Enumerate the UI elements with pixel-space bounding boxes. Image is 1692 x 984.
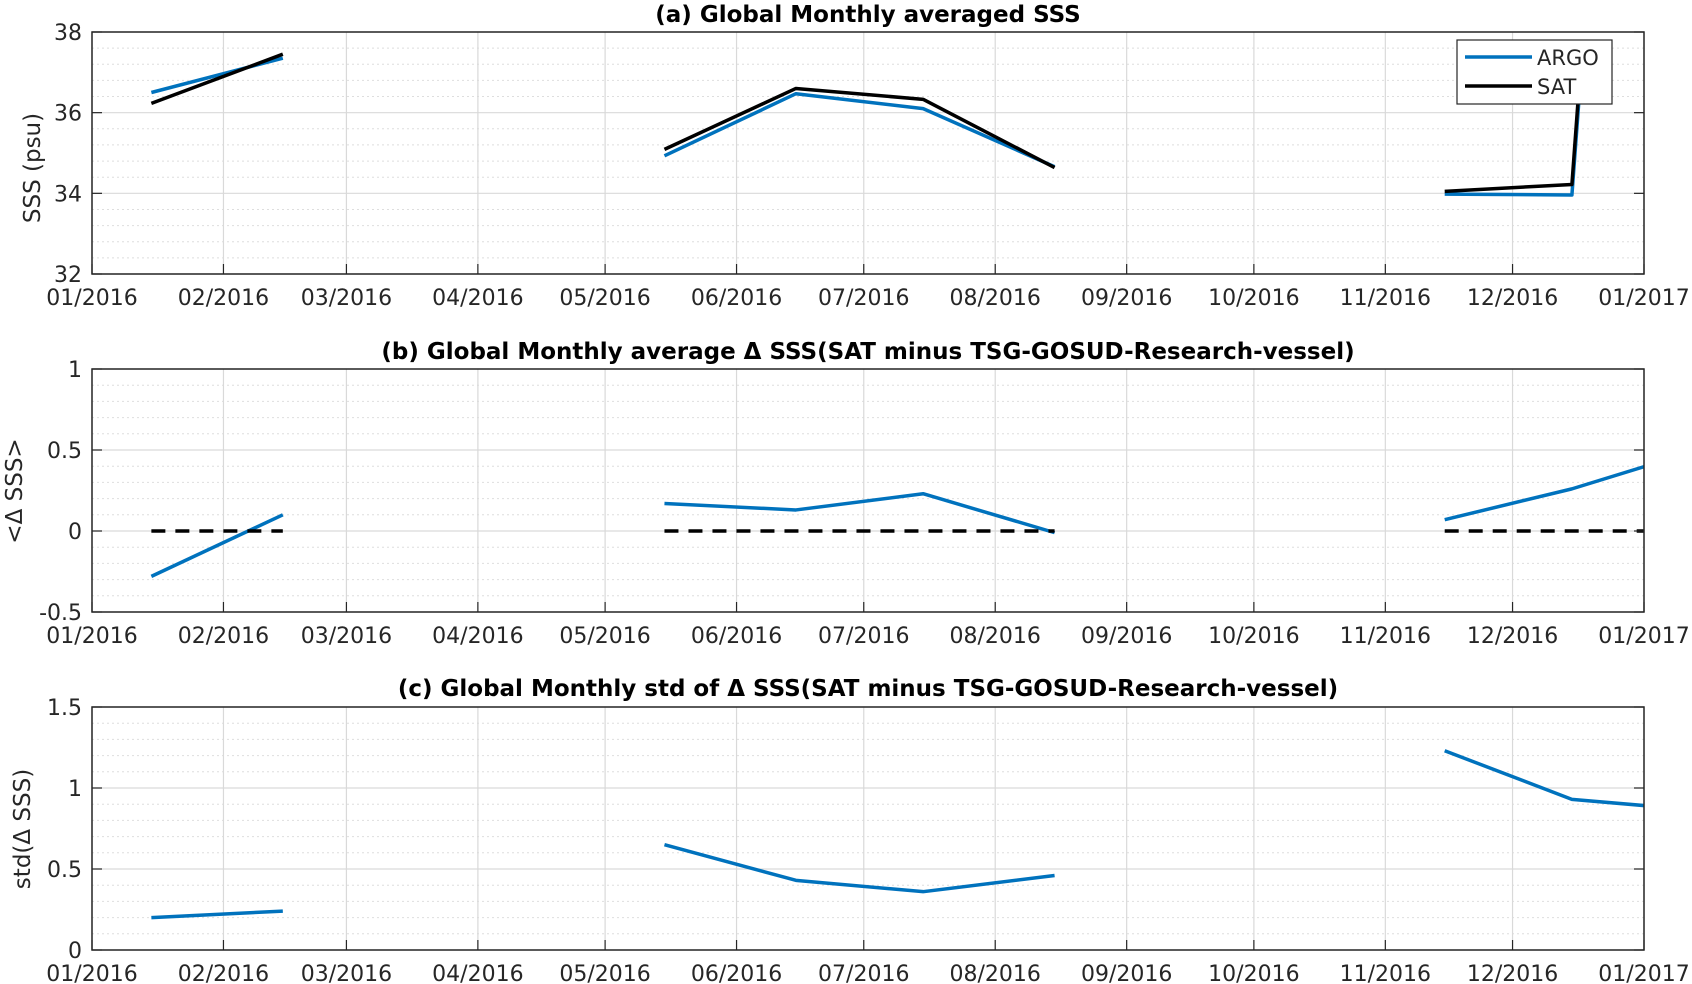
x-tick-label: 07/2016 xyxy=(818,286,909,311)
panel-c-ticks: 0 0.5 1 1.5 01/2016 02/2016 03/2016 04/2016 05/2… xyxy=(46,696,1689,984)
y-tick-label: 36 xyxy=(54,102,82,127)
panel-b-ticks: -0.5 0 0.5 1 01/2016 02/2016 03/2016 04/2016 05/… xyxy=(39,358,1690,649)
y-tick-label: 34 xyxy=(54,182,82,207)
panel-a-ylabel: SSS (psu) xyxy=(20,113,46,223)
x-tick-label: 01/2017 xyxy=(1598,624,1689,649)
x-tick-label: 01/2016 xyxy=(46,624,137,649)
panel-a-legend: ARGO SAT xyxy=(1456,39,1613,105)
panel-b-axes-box xyxy=(91,368,1645,613)
panel-b-title: (b) Global Monthly average Δ SSS(SAT min… xyxy=(381,339,1354,365)
x-tick-label: 07/2016 xyxy=(818,962,909,984)
panel-c-ylabel: std(Δ SSS) xyxy=(10,769,36,889)
x-tick-label: 10/2016 xyxy=(1208,286,1299,311)
y-tick-label: 32 xyxy=(54,263,82,288)
x-tick-label: 01/2016 xyxy=(46,286,137,311)
panel-c-axes-box xyxy=(91,706,1645,951)
x-tick-label: 06/2016 xyxy=(691,286,782,311)
delta-sss-series-line xyxy=(1444,749,1644,808)
x-tick-label: 05/2016 xyxy=(559,286,650,311)
x-tick-label: 03/2016 xyxy=(301,962,392,984)
x-tick-label: 05/2016 xyxy=(559,962,650,984)
x-tick-label: 01/2017 xyxy=(1598,962,1689,984)
x-tick-label: 02/2016 xyxy=(178,624,269,649)
y-tick-label: 1 xyxy=(68,777,82,802)
x-tick-label: 08/2016 xyxy=(950,286,1041,311)
argo-series-line xyxy=(663,91,1056,169)
y-tick-label: -0.5 xyxy=(39,601,82,626)
x-tick-label: 08/2016 xyxy=(950,962,1041,984)
x-tick-label: 06/2016 xyxy=(691,962,782,984)
delta-sss-series-line xyxy=(151,909,283,920)
panel-a-ticks: 32 34 36 38 01/2016 02/2016 03/2016 04/2016 05/2… xyxy=(46,21,1689,311)
x-tick-label: 05/2016 xyxy=(559,624,650,649)
panel-a-series xyxy=(150,48,1584,197)
x-tick-label: 03/2016 xyxy=(301,624,392,649)
delta-sss-series-line xyxy=(664,843,1055,894)
x-tick-label: 08/2016 xyxy=(950,624,1041,649)
x-tick-label: 09/2016 xyxy=(1081,286,1172,311)
panel-c-title: (c) Global Monthly std of Δ SSS(SAT minu… xyxy=(398,676,1338,702)
x-tick-label: 10/2016 xyxy=(1208,962,1299,984)
x-tick-label: 01/2017 xyxy=(1598,286,1689,311)
delta-sss-series-line xyxy=(1444,464,1644,522)
x-tick-label: 10/2016 xyxy=(1208,624,1299,649)
y-tick-label: 0.5 xyxy=(47,439,82,464)
x-tick-label: 04/2016 xyxy=(432,286,523,311)
sat-series-line xyxy=(663,86,1056,170)
panel-b-ylabel: <Δ SSS> xyxy=(2,438,28,543)
panel-b: (b) Global Monthly average Δ SSS(SAT min… xyxy=(2,339,1690,649)
x-tick-label: 12/2016 xyxy=(1467,624,1558,649)
y-tick-label: 0.5 xyxy=(47,858,82,883)
y-tick-label: 1 xyxy=(68,358,82,383)
panel-c: (c) Global Monthly std of Δ SSS(SAT minu… xyxy=(10,676,1690,984)
x-tick-label: 02/2016 xyxy=(178,286,269,311)
x-tick-label: 12/2016 xyxy=(1467,962,1558,984)
x-tick-label: 11/2016 xyxy=(1340,962,1431,984)
x-tick-label: 11/2016 xyxy=(1340,286,1431,311)
x-tick-label: 09/2016 xyxy=(1081,624,1172,649)
sat-series-line xyxy=(150,52,284,106)
y-tick-label: 1.5 xyxy=(47,696,82,721)
legend-argo-label: ARGO xyxy=(1537,46,1599,70)
delta-sss-series-line xyxy=(150,513,284,578)
x-tick-label: 06/2016 xyxy=(691,624,782,649)
panel-c-series xyxy=(151,749,1644,920)
x-tick-label: 04/2016 xyxy=(432,624,523,649)
legend-box xyxy=(1456,39,1613,105)
x-tick-label: 09/2016 xyxy=(1081,962,1172,984)
x-tick-label: 12/2016 xyxy=(1467,286,1558,311)
y-tick-label: 0 xyxy=(68,520,82,545)
panel-a: (a) Global Monthly averaged SSS SSS (psu… xyxy=(20,2,1690,311)
y-tick-label: 0 xyxy=(68,939,82,964)
x-tick-label: 04/2016 xyxy=(432,962,523,984)
x-tick-label: 01/2016 xyxy=(46,962,137,984)
x-tick-label: 02/2016 xyxy=(178,962,269,984)
x-tick-label: 07/2016 xyxy=(818,624,909,649)
x-tick-label: 03/2016 xyxy=(301,286,392,311)
panel-a-axes-box xyxy=(91,31,1645,275)
panel-a-title: (a) Global Monthly averaged SSS xyxy=(655,2,1080,28)
y-tick-label: 38 xyxy=(54,21,82,46)
panel-b-series xyxy=(150,464,1644,578)
delta-sss-series-line xyxy=(664,491,1056,535)
x-tick-label: 11/2016 xyxy=(1340,624,1431,649)
legend-sat-label: SAT xyxy=(1537,75,1576,99)
